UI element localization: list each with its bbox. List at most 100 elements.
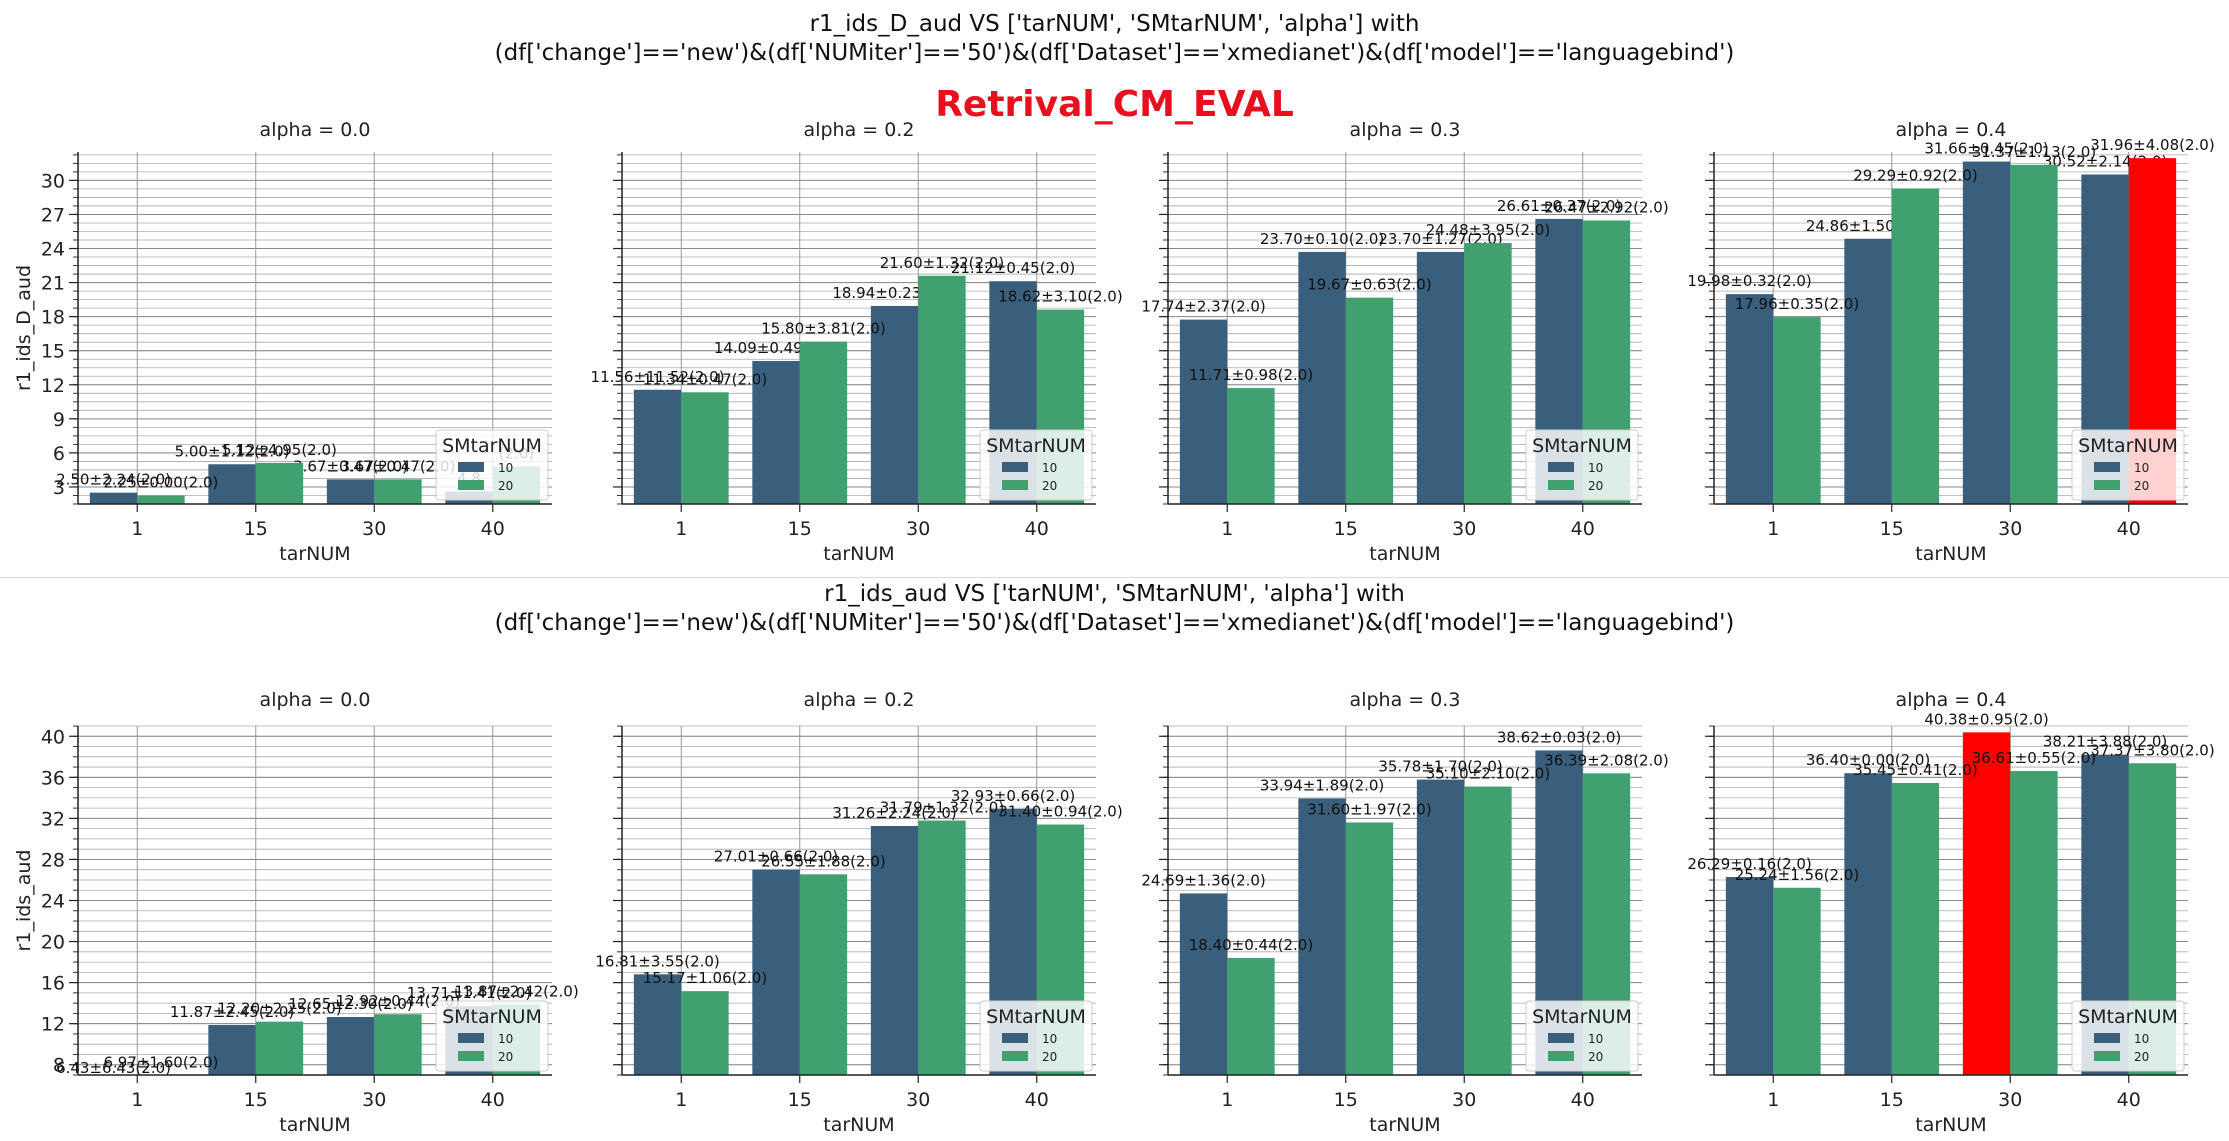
bar [1298,251,1346,504]
legend-title: SMtarNUM [986,435,1086,457]
x-tick-label: 1 [1221,1089,1233,1111]
bar-value-label: 25.24±1.56(2.0) [1735,866,1859,884]
bar [1844,773,1892,1075]
x-tick-label: 15 [788,1089,812,1111]
legend-entry-label: 20 [2134,479,2149,493]
bar-value-label: 26.61±0.37(2.0) [1497,197,1621,215]
bar [1227,957,1275,1075]
y-tick-label: 15 [41,341,65,363]
x-tick-label: 40 [1025,1089,1049,1111]
legend-title: SMtarNUM [2078,435,2178,457]
bar [2010,164,2058,504]
legend-swatch [2094,462,2120,472]
bar [1464,786,1512,1075]
bar-value-label: 31.60±1.97(2.0) [1307,800,1431,818]
figure-divider [0,577,2229,578]
bar [1416,779,1465,1075]
bar [1844,238,1892,504]
x-tick-label: 30 [362,1089,386,1111]
bar-value-label: 12.92±0.44(2.0) [336,992,460,1010]
bar [1773,317,1821,504]
x-tick-label: 30 [906,1089,930,1111]
y-tick-label: 24 [41,891,65,913]
x-tick-label: 40 [1025,518,1049,540]
legend-entry-label: 20 [1042,479,1057,493]
bar [2010,771,2058,1075]
bar-value-label: 18.62±3.10(2.0) [998,288,1122,306]
bar-value-label: 11.56±11.52(2.0) [591,368,725,386]
bar [633,974,682,1075]
panel-title: alpha = 0.3 [1350,689,1461,711]
bar [1345,822,1394,1075]
panel-title: alpha = 0.2 [804,119,915,141]
bar-value-label: 31.26±2.24(2.0) [832,804,956,822]
y-tick-label: 6 [53,443,65,465]
y-tick-label: 16 [41,973,65,995]
bar [1891,782,1940,1075]
bar-value-label: 27.01±0.66(2.0) [714,848,838,866]
chart-panel: 24.69±1.36(2.0) 33.94±1.89(2.0)35.78±1.70… [1141,689,1668,1136]
bar [255,1021,304,1075]
bar [326,479,375,504]
bar-value-label: 6.97±1.60(2.0) [103,1053,218,1071]
legend-title: SMtarNUM [442,1006,542,1028]
x-tick-label: 1 [1767,1089,1779,1111]
bar [1464,243,1512,505]
y-tick-label: 27 [41,204,65,226]
legend-entry-label: 10 [1042,461,1057,475]
bar [255,462,304,504]
bar-value-label: 31.66±0.45(2.0) [1924,140,2048,158]
legend-swatch [2094,480,2120,490]
bar [681,392,729,504]
bar [918,275,966,504]
x-tick-label: 15 [1334,1089,1358,1111]
y-tick-label: 40 [41,726,65,748]
legend-title: SMtarNUM [986,1006,1086,1028]
x-tick-label: 40 [1571,1089,1595,1111]
legend: SMtarNUM 10 20 [979,429,1093,501]
bar-value-label: 13.87±2.42(2.0) [454,982,578,1000]
x-tick-label: 30 [1998,518,2022,540]
bar [1227,388,1275,504]
chart-panel: 26.29±0.16(2.0) 36.40±0.00(2.0) 40.38±0.95… [1687,689,2214,1136]
x-tick-label: 1 [675,1089,687,1111]
y-tick-label: 28 [41,849,65,871]
y-axis-label: r1_ids_aud [13,850,35,952]
bar [633,389,682,504]
bar-value-label: 31.96±4.08(2.0) [2090,136,2214,154]
x-axis-label: tarNUM [279,543,350,565]
figure-bottom-plots: 8 12 16 20 24 28 32 36 40 6.43±6.43(2.0) 11.87±2.4… [13,689,2215,1136]
bar [374,1014,422,1075]
bar [681,991,729,1075]
panel-title: alpha = 0.4 [1896,689,2007,711]
bar [799,341,848,504]
bar-value-label: 33.94±1.89(2.0) [1260,776,1384,794]
bar-value-label: 36.61±0.55(2.0) [1972,749,2096,767]
bar [208,1025,256,1075]
x-tick-label: 30 [906,518,930,540]
bar [870,305,919,504]
bar-value-label: 31.40±0.94(2.0) [998,803,1122,821]
figure-top: r1_ids_D_aud VS ['tarNUM', 'SMtarNUM', '… [0,10,2229,565]
x-tick-label: 15 [244,518,268,540]
bar-value-label: 32.93±0.66(2.0) [951,787,1075,805]
bar-value-label: 5.12±4.95(2.0) [222,441,337,459]
bar-value-label: 35.10±2.10(2.0) [1426,765,1550,783]
bar [1891,188,1940,504]
chart-panel: 11.56±11.52(2.0)14.09±0.49(2.0)18.94±0.2… [591,119,1123,565]
legend-swatch [1548,480,1574,490]
y-tick-label: 32 [41,808,65,830]
x-tick-label: 1 [1767,518,1779,540]
panel-title: alpha = 0.3 [1350,119,1461,141]
figure-title-line2: (df['change']=='new')&(df['NUMiter']=='5… [494,40,1735,66]
bar-value-label: 2.50±2.24(2.0) [56,471,171,489]
bar-value-label: 36.39±2.08(2.0) [1544,751,1668,769]
legend-title: SMtarNUM [442,435,542,457]
x-axis-label: tarNUM [1915,543,1986,565]
figure-title: r1_ids_D_aud VS ['tarNUM', 'SMtarNUM', '… [0,10,2229,68]
x-tick-label: 30 [1998,1089,2022,1111]
y-tick-label: 36 [41,767,65,789]
figure-title: r1_ids_aud VS ['tarNUM', 'SMtarNUM', 'al… [0,580,2229,638]
bar [208,464,256,504]
legend-entry-label: 20 [498,1050,513,1064]
